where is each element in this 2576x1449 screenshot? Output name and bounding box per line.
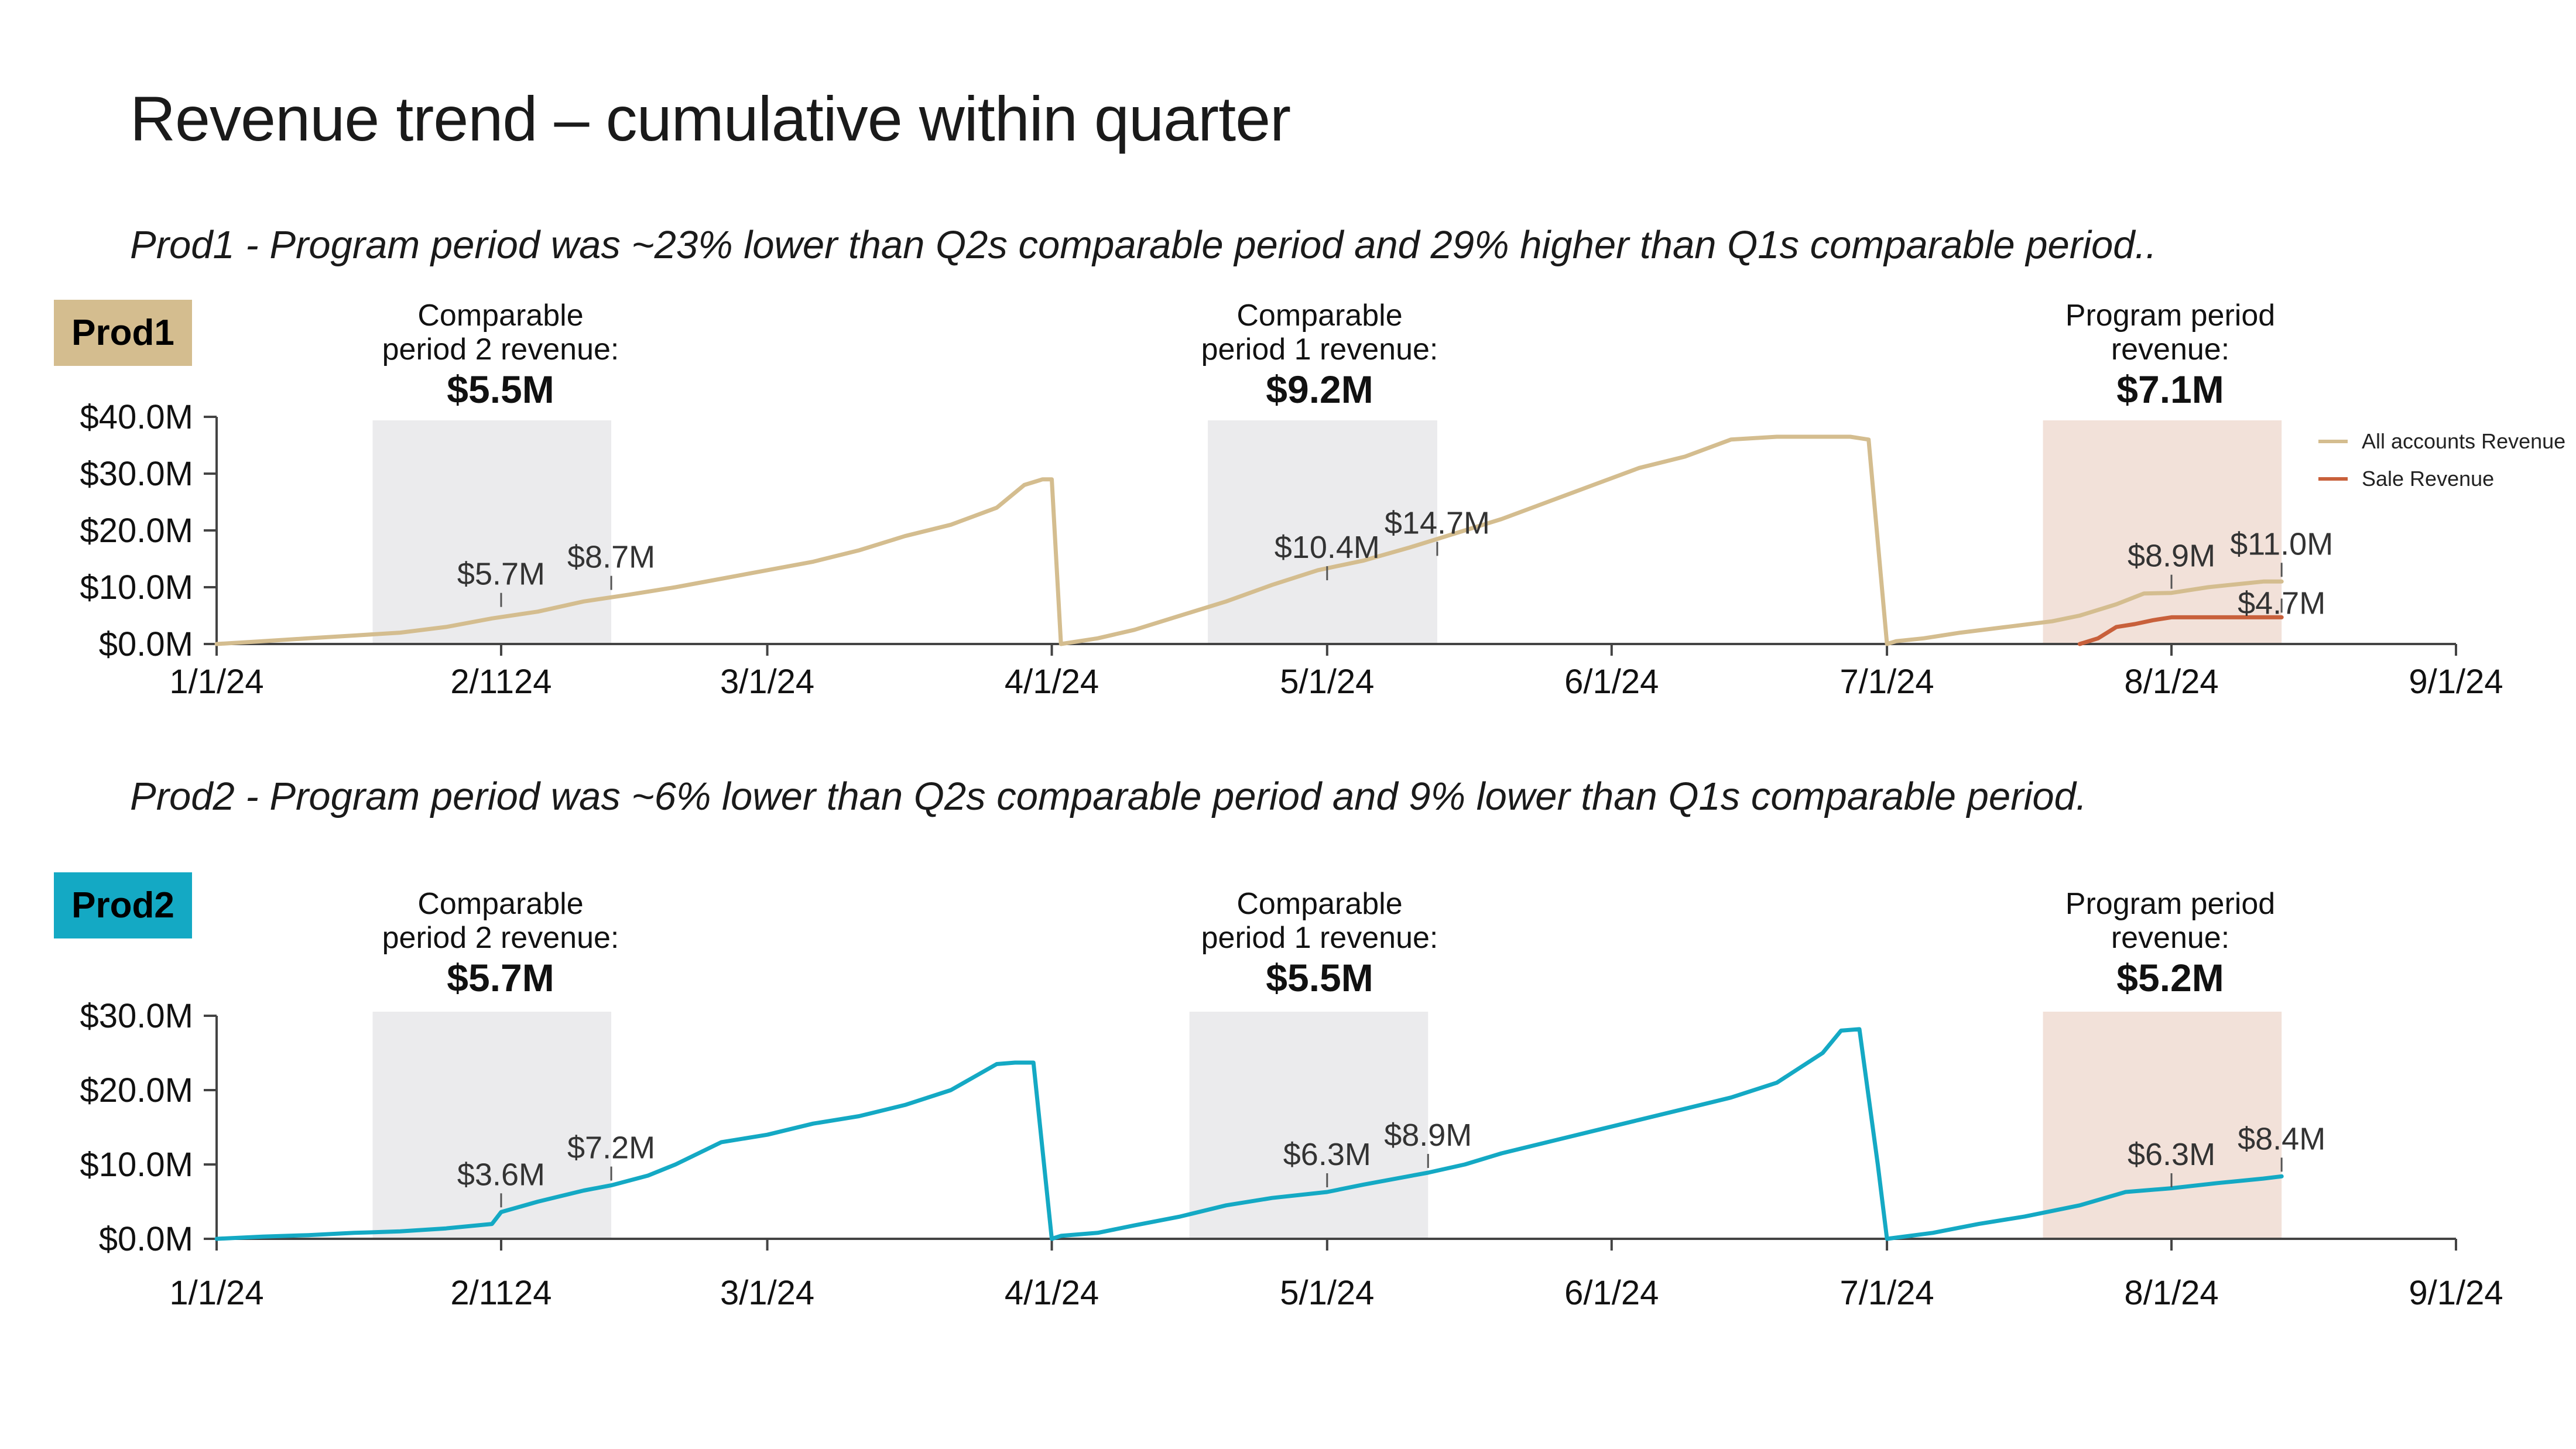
panel-amount: $5.7M xyxy=(447,956,554,999)
series-line-all-accounts-revenue xyxy=(214,434,2284,646)
panel-amount: $7.1M xyxy=(2116,368,2224,411)
y-tick-label: $0.0M xyxy=(99,625,193,663)
data-label: $4.7M xyxy=(2238,585,2325,621)
panel-amount: $5.5M xyxy=(447,368,554,411)
legend-label: Sale Revenue xyxy=(2362,467,2495,491)
panel-heading: Program period revenue: xyxy=(2065,299,2276,366)
x-tick-label: 6/1/24 xyxy=(1564,1274,1659,1312)
panel-heading: Comparable period 1 revenue: xyxy=(1201,299,1438,366)
panel-heading: Program period revenue: xyxy=(2065,887,2276,955)
chart1-panel-comparable-1-label: Comparable period 1 revenue: $9.2M xyxy=(1156,299,1484,412)
data-label: $8.9M xyxy=(2128,539,2215,574)
x-tick-label: 1/1/24 xyxy=(169,663,263,701)
data-label: $11.0M xyxy=(2230,526,2333,561)
legend-swatch xyxy=(2318,477,2348,481)
x-tick-label: 3/1/24 xyxy=(720,1274,814,1312)
chart2-subtitle: Prod2 - Program period was ~6% lower tha… xyxy=(130,775,2087,818)
data-label: $3.6M xyxy=(457,1157,545,1192)
x-tick-label: 2/1124 xyxy=(450,663,551,701)
comparable-period-shade xyxy=(372,420,612,644)
chart2-panel-comparable-2-label: Comparable period 2 revenue: $5.7M xyxy=(337,887,664,1001)
data-label: $8.9M xyxy=(1384,1118,1472,1153)
x-tick-label: 9/1/24 xyxy=(2409,663,2503,701)
comparable-period-shade xyxy=(372,1012,612,1239)
chart1-legend: All accounts Revenue Sale Revenue xyxy=(2318,423,2565,498)
series-line-sale-revenue xyxy=(2077,615,2284,646)
x-tick-label: 6/1/24 xyxy=(1564,663,1659,701)
x-tick-label: 8/1/24 xyxy=(2124,663,2218,701)
legend-item-sale: Sale Revenue xyxy=(2318,460,2565,498)
x-tick-label: 1/1/24 xyxy=(169,1274,263,1312)
y-tick-label: $40.0M xyxy=(80,398,193,436)
chart2-panel-program-label: Program period revenue: $5.2M xyxy=(2006,887,2334,1001)
panel-amount: $9.2M xyxy=(1266,368,1373,411)
program-period-shade xyxy=(2043,1012,2282,1239)
data-label: $7.2M xyxy=(567,1131,655,1166)
chart1-panel-program-label: Program period revenue: $7.1M xyxy=(2006,299,2334,412)
panel-heading: Comparable period 2 revenue: xyxy=(382,299,619,366)
data-label: $6.3M xyxy=(2128,1137,2215,1172)
data-label: $8.4M xyxy=(2238,1121,2325,1156)
y-tick-label: $10.0M xyxy=(80,568,193,607)
data-label: $10.4M xyxy=(1275,530,1380,565)
y-tick-label: $20.0M xyxy=(80,512,193,550)
x-tick-label: 7/1/24 xyxy=(1839,663,1934,701)
x-tick-label: 7/1/24 xyxy=(1839,1274,1934,1312)
prod1-badge: Prod1 xyxy=(54,300,192,366)
panel-amount: $5.2M xyxy=(2116,956,2224,999)
data-label: $14.7M xyxy=(1385,505,1490,540)
x-tick-label: 3/1/24 xyxy=(720,663,814,701)
x-tick-label: 8/1/24 xyxy=(2124,1274,2218,1312)
y-tick-label: $0.0M xyxy=(99,1220,193,1258)
x-tick-label: 9/1/24 xyxy=(2409,1274,2503,1312)
y-tick-label: $20.0M xyxy=(80,1071,193,1109)
prod1-line-chart: $0.0M $10.0M $20.0M $30.0M $40.0M 1/1/24 2/112… xyxy=(80,398,2503,701)
y-tick-label: $10.0M xyxy=(80,1146,193,1184)
page-title: Revenue trend – cumulative within quarte… xyxy=(130,83,1291,154)
comparable-period-shade xyxy=(1208,420,1437,644)
program-period-shade xyxy=(2043,420,2282,644)
series-line-revenue xyxy=(214,1027,2284,1241)
chart2-panel-comparable-1-label: Comparable period 1 revenue: $5.5M xyxy=(1156,887,1484,1001)
panel-heading: Comparable period 2 revenue: xyxy=(382,887,619,955)
y-tick-label: $30.0M xyxy=(80,997,193,1035)
data-label: $8.7M xyxy=(567,540,655,575)
panel-amount: $5.5M xyxy=(1266,956,1373,999)
data-label: $6.3M xyxy=(1283,1137,1371,1172)
prod2-badge: Prod2 xyxy=(54,872,192,938)
legend-label: All accounts Revenue xyxy=(2362,429,2566,453)
chart1-subtitle: Prod1 - Program period was ~23% lower th… xyxy=(130,223,2157,267)
x-tick-label: 4/1/24 xyxy=(1005,663,1099,701)
data-label: $5.7M xyxy=(457,557,545,592)
x-tick-label: 4/1/24 xyxy=(1005,1274,1099,1312)
x-tick-label: 2/1124 xyxy=(450,1274,551,1312)
legend-swatch xyxy=(2318,440,2348,443)
panel-heading: Comparable period 1 revenue: xyxy=(1201,887,1438,955)
y-tick-label: $30.0M xyxy=(80,455,193,493)
comparable-period-shade xyxy=(1189,1012,1429,1239)
legend-item-all-accounts: All accounts Revenue xyxy=(2318,423,2565,460)
x-tick-label: 5/1/24 xyxy=(1280,1274,1374,1312)
x-tick-label: 5/1/24 xyxy=(1280,663,1374,701)
chart1-panel-comparable-2-label: Comparable period 2 revenue: $5.5M xyxy=(337,299,664,412)
